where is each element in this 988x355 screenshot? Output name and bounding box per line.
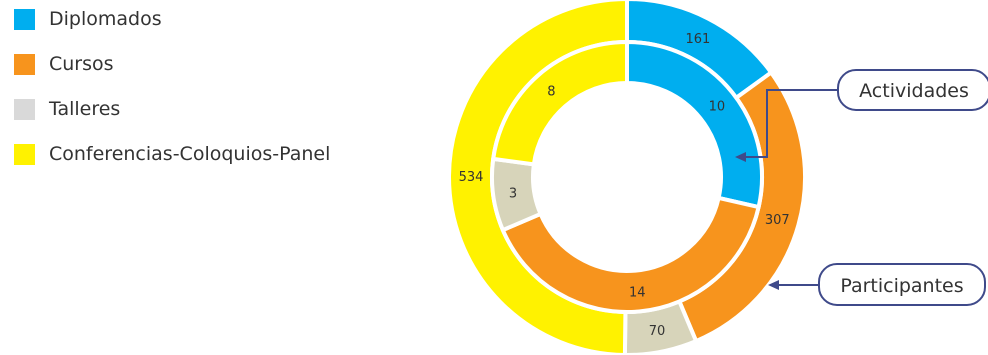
participantes-value-label-talleres: 70 [649, 324, 666, 339]
participantes-value-label-cursos: 307 [765, 213, 790, 228]
legend-label-diplomados: Diplomados [49, 8, 162, 30]
slice-labels: 161 307 70 534 10 14 3 8 [459, 32, 790, 339]
callout-actividades-label: Actividades [859, 80, 969, 102]
legend-swatch-diplomados [14, 8, 35, 30]
callout-participantes: Participantes [768, 263, 986, 306]
legend-swatch-cursos [14, 53, 35, 75]
actividades-slice-conferencias [491, 40, 629, 167]
participantes-value-label-diplomados: 161 [685, 32, 710, 47]
legend-label-talleres: Talleres [49, 98, 121, 120]
legend-item-talleres: Talleres [14, 98, 330, 120]
actividades-value-label-cursos: 14 [629, 286, 646, 301]
actividades-value-label-conferencias: 8 [547, 84, 555, 99]
inner-ring [490, 40, 764, 314]
callout-participantes-label: Participantes [840, 275, 963, 297]
legend-item-cursos: Cursos [14, 53, 330, 75]
callout-actividades-connector [740, 89, 838, 158]
callout-actividades-box [837, 69, 988, 111]
callout-participantes-arrowhead [768, 280, 779, 290]
callout-actividades: Actividades [735, 69, 988, 162]
legend-item-conferencias: Conferencias-Coloquios-Panel [14, 143, 330, 165]
callout-actividades-arrowhead [735, 152, 746, 162]
actividades-slice-cursos [500, 195, 761, 314]
outer-ring [447, 0, 807, 355]
legend-label-conferencias: Conferencias-Coloquios-Panel [49, 143, 331, 165]
actividades-value-label-talleres: 3 [509, 186, 517, 201]
actividades-value-label-diplomados: 10 [709, 99, 726, 114]
legend-swatch-conferencias [14, 143, 35, 165]
callout-participantes-box [818, 263, 986, 306]
legend: Diplomados Cursos Talleres Conferencias-… [14, 8, 330, 188]
legend-swatch-talleres [14, 98, 35, 120]
legend-label-cursos: Cursos [49, 53, 114, 75]
legend-item-diplomados: Diplomados [14, 8, 330, 30]
participantes-value-label-conferencias: 534 [459, 170, 484, 185]
actividades-slice-diplomados [625, 40, 764, 210]
